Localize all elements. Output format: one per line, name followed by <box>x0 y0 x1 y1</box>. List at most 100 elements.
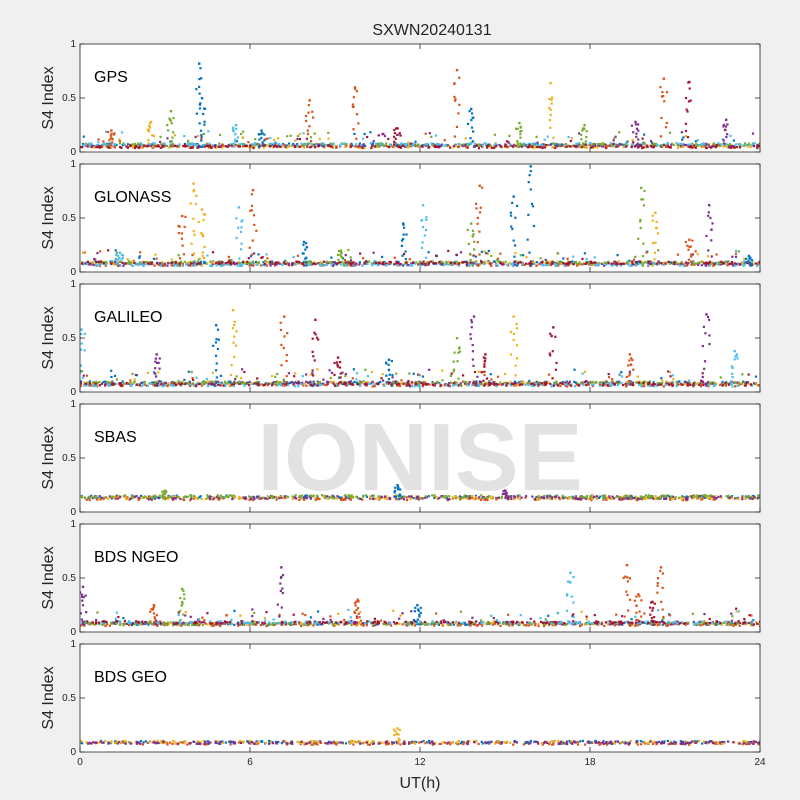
data-point <box>339 360 342 364</box>
data-point <box>628 498 631 501</box>
data-point <box>268 496 271 499</box>
data-point <box>194 135 197 139</box>
data-point <box>387 369 391 372</box>
data-point <box>688 495 692 498</box>
data-point <box>287 142 291 145</box>
data-point <box>186 261 189 264</box>
data-point <box>278 382 281 386</box>
data-point <box>304 114 308 118</box>
data-point <box>567 261 570 265</box>
data-point <box>667 382 670 385</box>
data-point <box>600 381 604 384</box>
data-point <box>284 496 287 500</box>
data-point <box>211 498 214 501</box>
data-point <box>123 143 126 146</box>
data-point <box>565 145 568 149</box>
data-point <box>401 495 404 499</box>
data-point <box>559 262 562 265</box>
data-point <box>170 382 173 385</box>
data-point <box>572 255 575 258</box>
data-point <box>720 496 723 499</box>
data-point <box>194 263 197 266</box>
data-point <box>239 230 243 234</box>
data-point <box>309 496 312 499</box>
data-point <box>385 374 388 377</box>
data-point <box>324 144 327 147</box>
data-point-peak <box>708 204 711 207</box>
data-point <box>118 142 122 145</box>
data-point <box>161 264 165 268</box>
data-point <box>85 374 89 377</box>
data-point <box>410 142 414 145</box>
data-point <box>439 382 442 386</box>
data-point <box>320 262 324 265</box>
data-point <box>313 359 316 362</box>
data-point <box>675 141 678 145</box>
data-point <box>550 98 553 102</box>
data-point <box>564 143 568 146</box>
data-point <box>410 495 413 498</box>
data-point-peak <box>215 324 218 327</box>
data-point <box>104 264 107 267</box>
data-point <box>673 261 676 264</box>
data-point <box>127 144 130 148</box>
data-point <box>139 261 142 264</box>
data-point <box>709 382 712 386</box>
data-point <box>424 496 427 499</box>
data-point <box>276 381 279 384</box>
data-point <box>704 332 707 335</box>
data-point <box>330 261 333 264</box>
data-point <box>198 92 201 95</box>
data-point <box>110 262 113 265</box>
data-point <box>179 497 182 501</box>
data-point <box>119 495 122 498</box>
data-point <box>721 380 724 384</box>
data-point <box>471 350 475 353</box>
data-point <box>681 138 684 141</box>
data-point <box>424 262 427 266</box>
data-point <box>404 250 407 253</box>
data-point <box>452 360 455 363</box>
data-point <box>170 122 173 125</box>
data-point <box>153 382 156 385</box>
data-point <box>472 233 475 236</box>
data-point <box>477 370 480 373</box>
data-point <box>659 135 663 138</box>
data-point <box>672 143 676 146</box>
data-point <box>306 381 310 384</box>
data-point <box>418 260 422 263</box>
data-point <box>507 264 510 267</box>
data-point <box>235 375 238 378</box>
data-point <box>215 362 218 365</box>
data-point <box>150 143 154 146</box>
data-point <box>653 258 656 261</box>
data-point <box>516 127 519 130</box>
data-point <box>190 264 193 267</box>
data-point <box>711 222 714 225</box>
data-point <box>261 256 264 259</box>
data-point <box>255 229 258 232</box>
data-point <box>754 375 758 378</box>
data-point-peak <box>110 129 113 132</box>
data-point <box>80 384 82 388</box>
data-point <box>694 140 698 143</box>
data-point-peak <box>484 353 487 356</box>
data-point <box>300 142 303 145</box>
data-point <box>663 497 666 500</box>
data-point <box>499 381 502 384</box>
data-point <box>475 496 478 499</box>
data-point <box>505 384 508 387</box>
data-point <box>455 125 459 129</box>
data-point <box>225 263 229 266</box>
data-point <box>218 142 221 145</box>
data-point <box>727 144 730 147</box>
data-point <box>93 257 96 261</box>
data-point <box>178 382 181 385</box>
data-point <box>707 143 710 147</box>
data-point <box>545 494 548 498</box>
data-point <box>122 264 125 267</box>
data-point <box>535 261 539 264</box>
data-point <box>137 498 140 502</box>
data-point <box>501 382 504 386</box>
